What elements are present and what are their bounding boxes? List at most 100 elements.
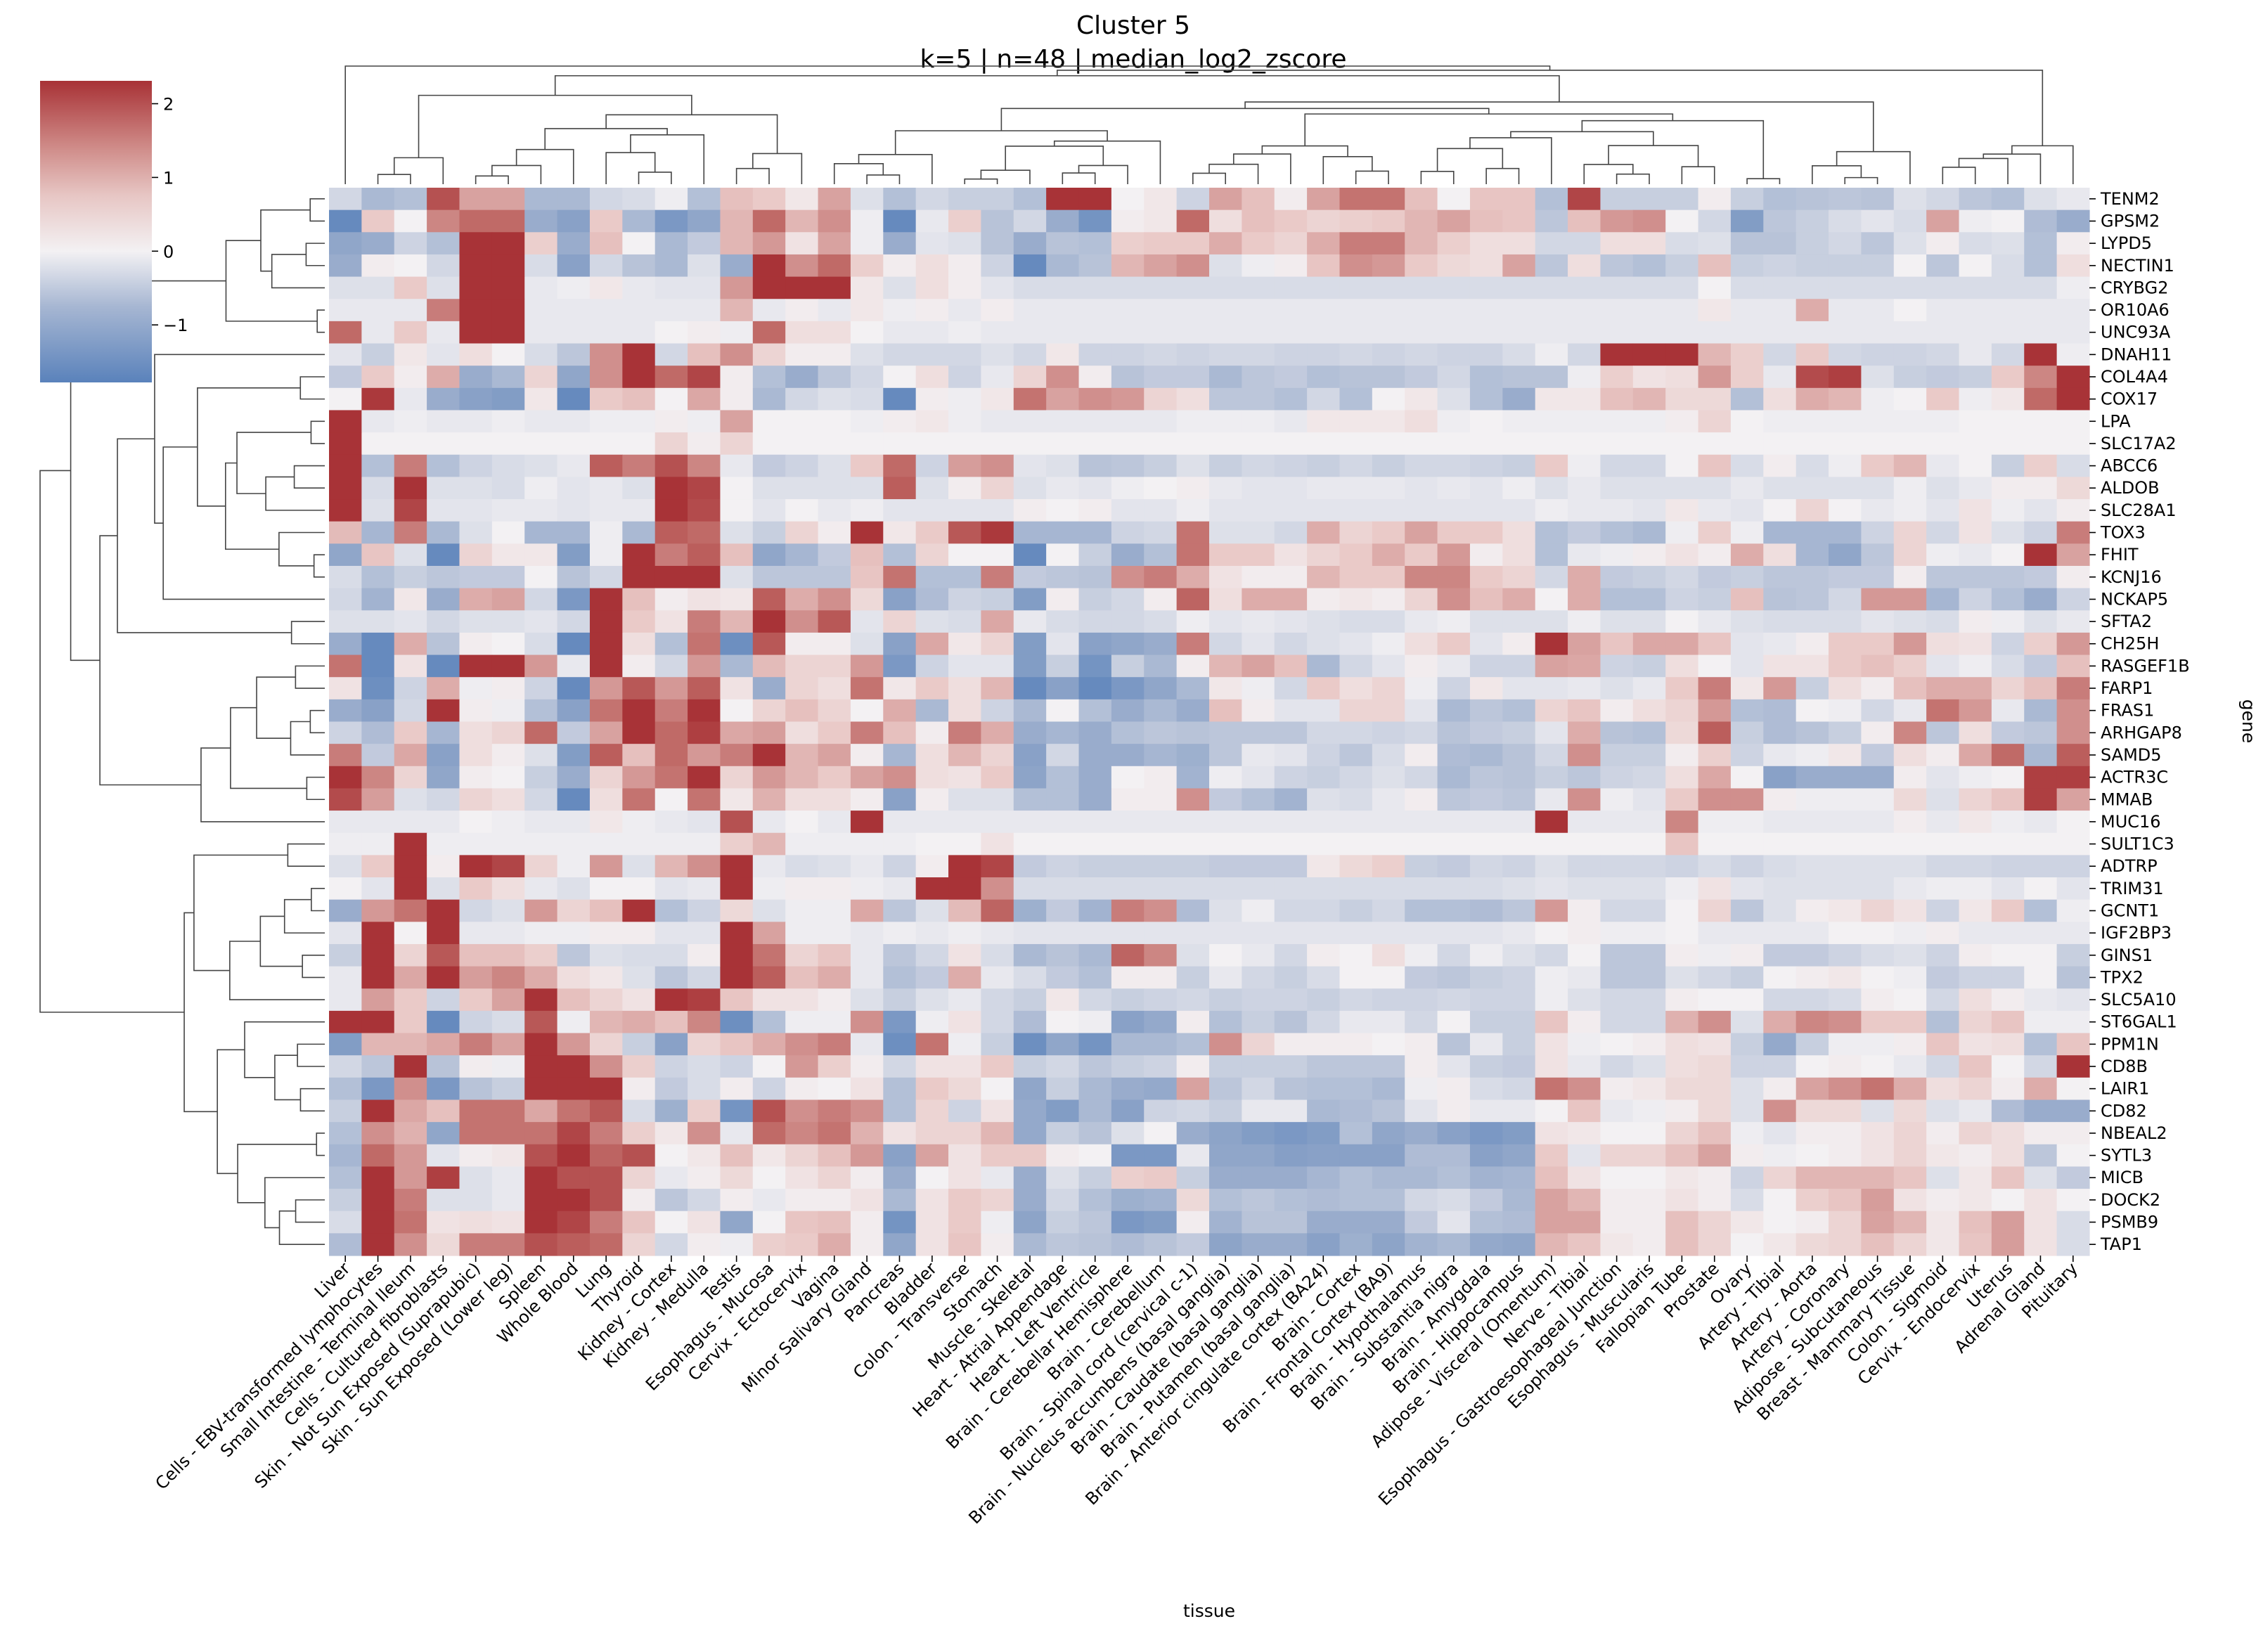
heatmap-cell xyxy=(655,1144,688,1168)
heatmap-cell xyxy=(1502,855,1536,878)
heatmap-cell xyxy=(1339,543,1373,567)
heatmap-cell xyxy=(850,899,884,922)
heatmap-cell xyxy=(622,1033,656,1056)
heatmap-cell xyxy=(1893,499,1927,522)
heatmap-cell xyxy=(1795,811,1829,834)
heatmap-cell xyxy=(655,387,688,411)
heatmap-cell xyxy=(1698,610,1732,633)
heatmap-cell xyxy=(622,1144,656,1168)
heatmap-cell xyxy=(1568,321,1601,344)
heatmap-cell xyxy=(688,721,721,744)
heatmap-cell xyxy=(655,1166,688,1189)
heatmap-cell xyxy=(688,1055,721,1078)
heatmap-cell xyxy=(524,299,558,322)
heatmap-cell xyxy=(688,1099,721,1123)
heatmap-cell xyxy=(883,588,917,611)
heatmap-cell xyxy=(1013,321,1047,344)
heatmap-cell xyxy=(818,677,851,700)
heatmap-cell xyxy=(1763,766,1797,789)
heatmap-cell xyxy=(1861,744,1895,767)
heatmap-cell xyxy=(1372,366,1405,389)
heatmap-cell xyxy=(1274,321,1308,344)
heatmap-cell xyxy=(1893,387,1927,411)
heatmap-cell xyxy=(1698,1122,1732,1145)
heatmap-cell xyxy=(1795,432,1829,456)
heatmap-cell xyxy=(2024,499,2058,522)
heatmap-cell xyxy=(1763,387,1797,411)
heatmap-cell xyxy=(1372,966,1405,989)
heatmap-cell xyxy=(1926,1211,1960,1234)
heatmap-cell xyxy=(1795,387,1829,411)
heatmap-cell xyxy=(1209,1077,1242,1101)
heatmap-cell xyxy=(394,299,427,322)
heatmap-cell xyxy=(688,1010,721,1034)
heatmap-cell xyxy=(1991,1166,2025,1189)
heatmap-cell xyxy=(1339,877,1373,901)
heatmap-cell xyxy=(427,1166,460,1189)
heatmap-cell xyxy=(1959,1144,1992,1168)
heatmap-cell xyxy=(1600,432,1634,456)
heatmap-cell xyxy=(1893,744,1927,767)
heatmap-cell xyxy=(883,1055,917,1078)
heatmap-cell xyxy=(1829,654,1862,678)
heatmap-cell xyxy=(459,410,493,433)
heatmap-cell xyxy=(1829,543,1862,567)
heatmap-cell xyxy=(622,366,656,389)
column-label: Skin - Not Sun Exposed (Suprapubic) xyxy=(251,1258,484,1492)
heatmap-cell xyxy=(1111,610,1145,633)
heatmap-cell xyxy=(915,855,949,878)
dendrogram-link xyxy=(283,898,325,934)
heatmap-cell xyxy=(1372,209,1405,233)
heatmap-cell xyxy=(1176,188,1210,211)
heatmap-cell xyxy=(1632,232,1666,255)
heatmap-cell xyxy=(1274,343,1308,366)
heatmap-cell xyxy=(524,543,558,567)
heatmap-cell xyxy=(1535,565,1568,589)
heatmap-cell xyxy=(883,610,917,633)
heatmap-cell xyxy=(622,1099,656,1123)
heatmap-cell xyxy=(1144,811,1178,834)
dendrogram-link xyxy=(1485,167,1520,184)
heatmap-cell xyxy=(1502,832,1536,856)
heatmap-cell xyxy=(524,499,558,522)
heatmap-cell xyxy=(459,922,493,945)
heatmap-cell xyxy=(1665,1055,1699,1078)
heatmap-cell xyxy=(1795,1189,1829,1212)
dendrogram-link xyxy=(197,387,301,507)
heatmap-cell xyxy=(818,1166,851,1189)
heatmap-cell xyxy=(622,943,656,967)
heatmap-cell xyxy=(1763,677,1797,700)
heatmap-cell xyxy=(361,832,395,856)
heatmap-cell xyxy=(688,988,721,1012)
heatmap-cell xyxy=(1372,1211,1405,1234)
heatmap-cell xyxy=(883,988,917,1012)
row-label: ACTR3C xyxy=(2101,768,2168,787)
heatmap-cell xyxy=(329,321,362,344)
heatmap-cell xyxy=(1959,943,1992,967)
heatmap-cell xyxy=(1568,1077,1601,1101)
heatmap-cell xyxy=(394,565,427,589)
heatmap-cell xyxy=(1209,1189,1242,1212)
heatmap-cell xyxy=(1893,1033,1927,1056)
heatmap-cell xyxy=(1469,366,1503,389)
heatmap-cell xyxy=(1959,1033,1992,1056)
heatmap-cell xyxy=(1209,766,1242,789)
heatmap-cell xyxy=(1405,321,1438,344)
heatmap-cell xyxy=(1763,188,1797,211)
heatmap-cell xyxy=(2024,1010,2058,1034)
heatmap-cell xyxy=(622,1233,656,1256)
heatmap-cell xyxy=(1730,366,1764,389)
heatmap-cell xyxy=(981,276,1014,299)
heatmap-cell xyxy=(1242,1211,1275,1234)
heatmap-cell xyxy=(915,232,949,255)
heatmap-cell xyxy=(1568,521,1601,544)
heatmap-cell xyxy=(1502,1077,1536,1101)
heatmap-cell xyxy=(1665,1166,1699,1189)
heatmap-cell xyxy=(752,922,786,945)
dendrogram-link xyxy=(236,432,311,494)
heatmap-cell xyxy=(1046,521,1080,544)
heatmap-cell xyxy=(1991,432,2025,456)
row-label: SYTL3 xyxy=(2101,1146,2152,1166)
heatmap-cell xyxy=(818,477,851,500)
heatmap-cell xyxy=(361,1189,395,1212)
